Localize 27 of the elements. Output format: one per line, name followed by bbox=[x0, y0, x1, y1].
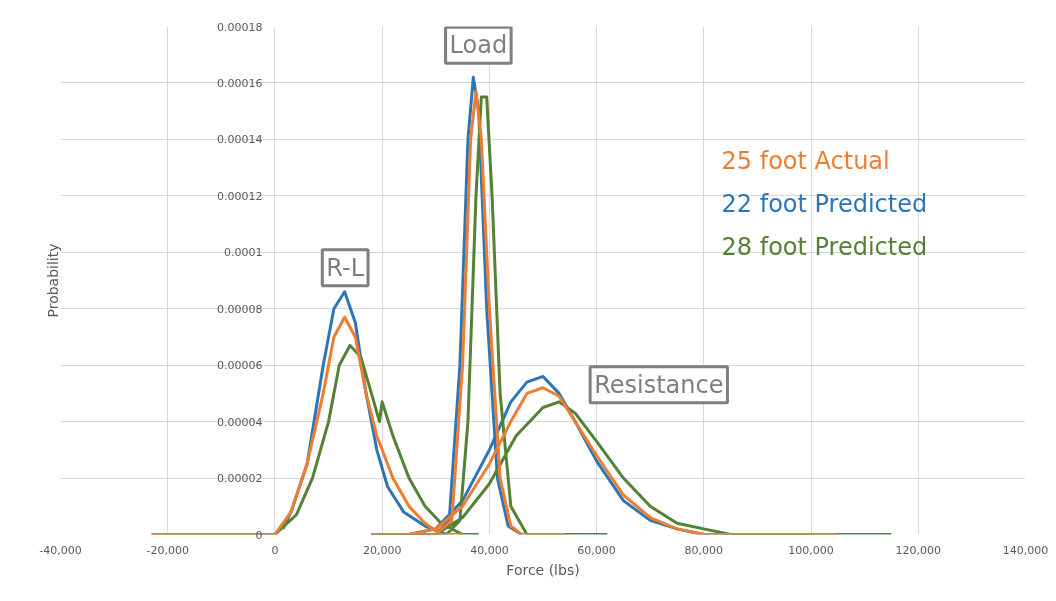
text: 25 foot Actual bbox=[721, 147, 890, 176]
annotation: Resistance bbox=[594, 370, 724, 399]
x-axis-title: Force (lbs) bbox=[506, 561, 580, 578]
x-tick-label: 140,000 bbox=[1002, 543, 1049, 557]
x-tick-label: 40,000 bbox=[470, 543, 509, 557]
x-tick-label: -40,000 bbox=[39, 543, 82, 557]
x-tick-label: 0 bbox=[271, 543, 279, 557]
y-tick-label: 0.00012 bbox=[217, 189, 263, 203]
y-tick-label: 0.00004 bbox=[217, 415, 263, 429]
y-tick-label: 0.00016 bbox=[217, 76, 263, 90]
y-tick-label: 0.0001 bbox=[224, 246, 263, 260]
annotation: R-L bbox=[326, 253, 365, 282]
x-tick-label: -20,000 bbox=[146, 543, 189, 557]
y-axis-title: Probability bbox=[44, 243, 61, 318]
x-tick-label: 100,000 bbox=[788, 543, 834, 557]
text: 28 foot Predicted bbox=[721, 233, 928, 262]
y-tick-label: 0.00002 bbox=[217, 472, 263, 486]
x-tick-label: 120,000 bbox=[895, 543, 942, 557]
x-tick-label: 60,000 bbox=[577, 543, 616, 557]
annotation: Load bbox=[449, 31, 508, 60]
x-tick-label: 80,000 bbox=[684, 543, 724, 557]
y-tick-label: 0.00006 bbox=[217, 359, 263, 373]
x-tick-label: 20,000 bbox=[362, 543, 402, 557]
text: 22 foot Predicted bbox=[721, 190, 928, 219]
y-tick-label: 0.00008 bbox=[217, 302, 263, 316]
y-tick-label: 0.00014 bbox=[217, 133, 263, 147]
y-tick-label: 0.00018 bbox=[217, 20, 263, 34]
